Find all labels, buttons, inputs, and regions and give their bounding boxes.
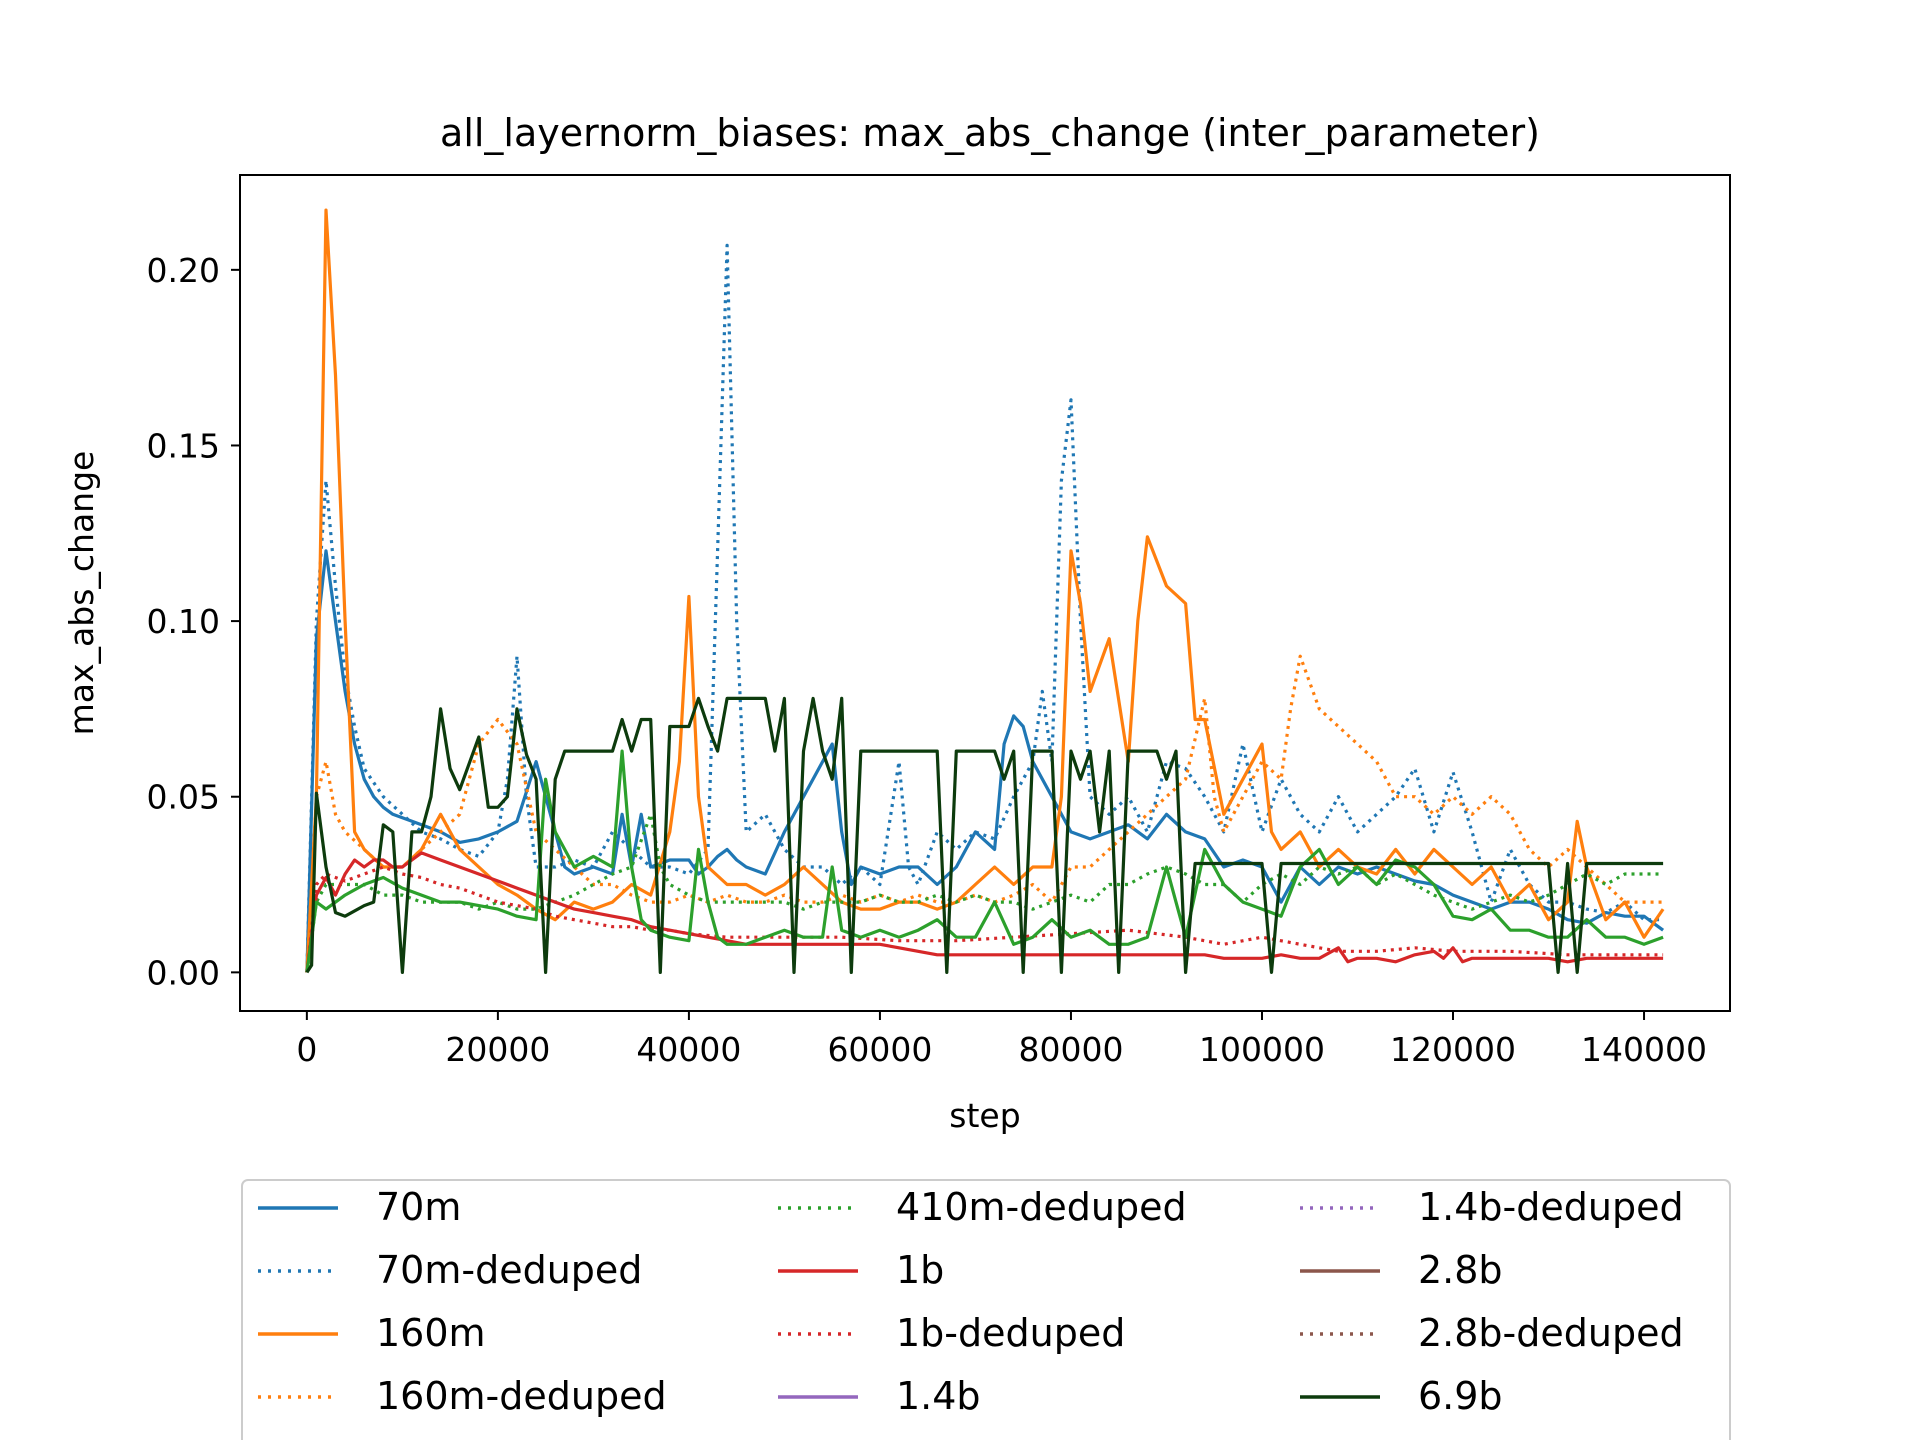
plot-frame (239, 174, 1731, 1012)
legend-label-2-8b-deduped: 2.8b-deduped (1418, 1311, 1684, 1355)
x-axis-ticks: 0 20000 40000 60000 80000 100000 120000 140000 (296, 1011, 1707, 1069)
y-tick-label: 0.15 (147, 426, 220, 465)
x-tick-label: 100000 (1199, 1030, 1325, 1069)
series-line-70m (305, 549, 1665, 973)
x-tick-label: 120000 (1390, 1030, 1516, 1069)
plot-area (305, 208, 1665, 974)
legend-label-70m-deduped: 70m-deduped (376, 1248, 642, 1292)
x-tick-label: 40000 (636, 1030, 741, 1069)
y-tick-label: 0.00 (147, 953, 220, 992)
legend-label-160m: 160m (376, 1311, 486, 1355)
series-line-1b (305, 851, 1664, 973)
x-axis-label: step (949, 1096, 1020, 1135)
series-line-410m (305, 749, 1664, 973)
y-tick-label: 0.05 (147, 778, 220, 817)
legend-label-160m-deduped: 160m-deduped (376, 1374, 667, 1418)
chart-title: all_layernorm_biases: max_abs_change (in… (440, 111, 1540, 155)
legend-label-1b: 1b (896, 1248, 944, 1292)
legend-frame (241, 1179, 1731, 1440)
x-tick-label: 0 (296, 1030, 317, 1069)
legend-label-1-4b: 1.4b (896, 1374, 981, 1418)
x-tick-label: 140000 (1581, 1030, 1707, 1069)
y-tick-label: 0.20 (147, 251, 220, 290)
x-tick-label: 60000 (827, 1030, 932, 1069)
legend-label-70m: 70m (376, 1185, 461, 1229)
legend-label-410m-deduped: 410m-deduped (896, 1185, 1187, 1229)
series-line-1b-deduped (305, 865, 1664, 973)
x-tick-label: 20000 (445, 1030, 550, 1069)
series-line-160m-deduped (305, 654, 1664, 973)
series-line-160m (305, 208, 1665, 973)
legend-label-2-8b: 2.8b (1418, 1248, 1503, 1292)
y-axis-label: max_abs_change (62, 451, 101, 736)
legend: 70m 70m-deduped 160m 160m-deduped 410m-dedup… (241, 1179, 1731, 1440)
legend-label-6-9b: 6.9b (1418, 1374, 1503, 1418)
series-line-6-9b (305, 696, 1664, 974)
legend-label-1-4b-deduped: 1.4b-deduped (1418, 1185, 1684, 1229)
series-line-70m-deduped (305, 243, 1664, 973)
y-axis-ticks: 0.00 0.05 0.10 0.15 0.20 (147, 251, 240, 992)
y-tick-label: 0.10 (147, 602, 220, 641)
legend-label-1b-deduped: 1b-deduped (896, 1311, 1125, 1355)
x-tick-label: 80000 (1018, 1030, 1123, 1069)
